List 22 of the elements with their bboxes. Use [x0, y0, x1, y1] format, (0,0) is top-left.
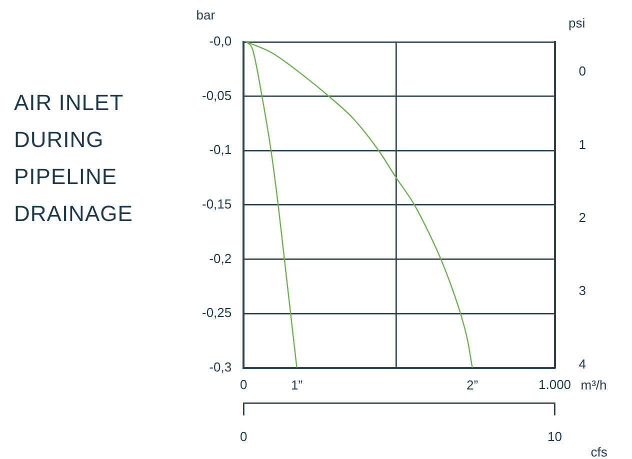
y-tick-label: -0,05 [202, 88, 232, 103]
y-tick-label: -0,25 [202, 305, 232, 320]
series-label: 2” [466, 377, 478, 392]
y-tick-label: -0,1 [209, 142, 232, 158]
y-tick-label: -0,3 [209, 359, 232, 374]
y-tick-label: -0,15 [202, 196, 232, 212]
x2-tick-label: 10 [548, 428, 562, 444]
y2-tick-label: 4 [578, 356, 586, 372]
text: AIR INLET DURING PIPELINE DRAINAGE [14, 89, 134, 228]
y2-tick-label: 1 [578, 136, 586, 152]
x-tick-label: 1.000 [538, 377, 572, 392]
y2-tick-label: 2 [578, 210, 586, 226]
x2-axis-title: cfs [590, 444, 608, 459]
y-axis-title: bar [196, 8, 216, 23]
x2-tick-label: 0 [240, 428, 248, 444]
x-axis-title: m³/h [580, 377, 607, 392]
series-label: 1” [291, 377, 303, 392]
y2-axis-title: psi [568, 16, 586, 31]
y2-tick-label: 0 [578, 64, 586, 79]
y-tick-label: -0,2 [209, 250, 232, 266]
y-tick-label: -0,0 [209, 34, 232, 49]
y2-tick-label: 3 [578, 283, 586, 298]
